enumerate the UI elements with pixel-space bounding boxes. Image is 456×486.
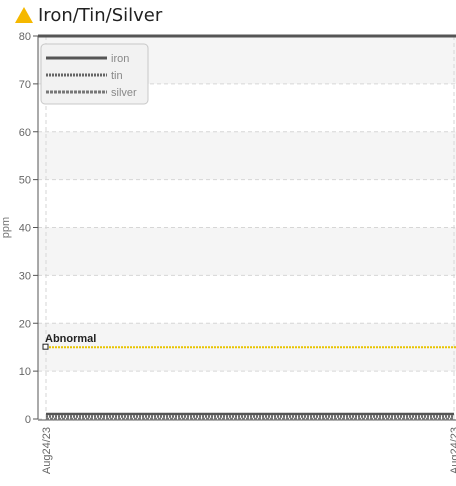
- legend-label: tin: [111, 70, 123, 82]
- y-tick-label: 80: [19, 31, 31, 43]
- grid-band: [38, 227, 456, 276]
- y-axis-label: ppm: [0, 217, 12, 238]
- y-tick-label: 50: [19, 175, 31, 187]
- legend-label: iron: [111, 53, 129, 65]
- x-tick-label: Aug24/23: [449, 427, 456, 474]
- x-tick-label: Aug24/23: [41, 427, 53, 474]
- threshold-marker: [42, 343, 49, 350]
- y-tick-label: 20: [19, 318, 31, 330]
- y-tick-label: 30: [19, 270, 31, 282]
- y-tick-label: 60: [19, 127, 31, 139]
- legend-label: silver: [111, 87, 137, 99]
- chart-header: Iron/Tin/Silver: [14, 2, 162, 28]
- y-tick-label: 40: [19, 223, 31, 235]
- threshold-label: Abnormal: [45, 333, 96, 345]
- y-tick-label: 70: [19, 79, 31, 91]
- y-tick-label: 10: [19, 366, 31, 378]
- warning-triangle-icon: [15, 7, 33, 23]
- chart-title: Iron/Tin/Silver: [38, 4, 163, 26]
- y-tick-label: 0: [25, 414, 31, 426]
- grid-band: [38, 131, 456, 180]
